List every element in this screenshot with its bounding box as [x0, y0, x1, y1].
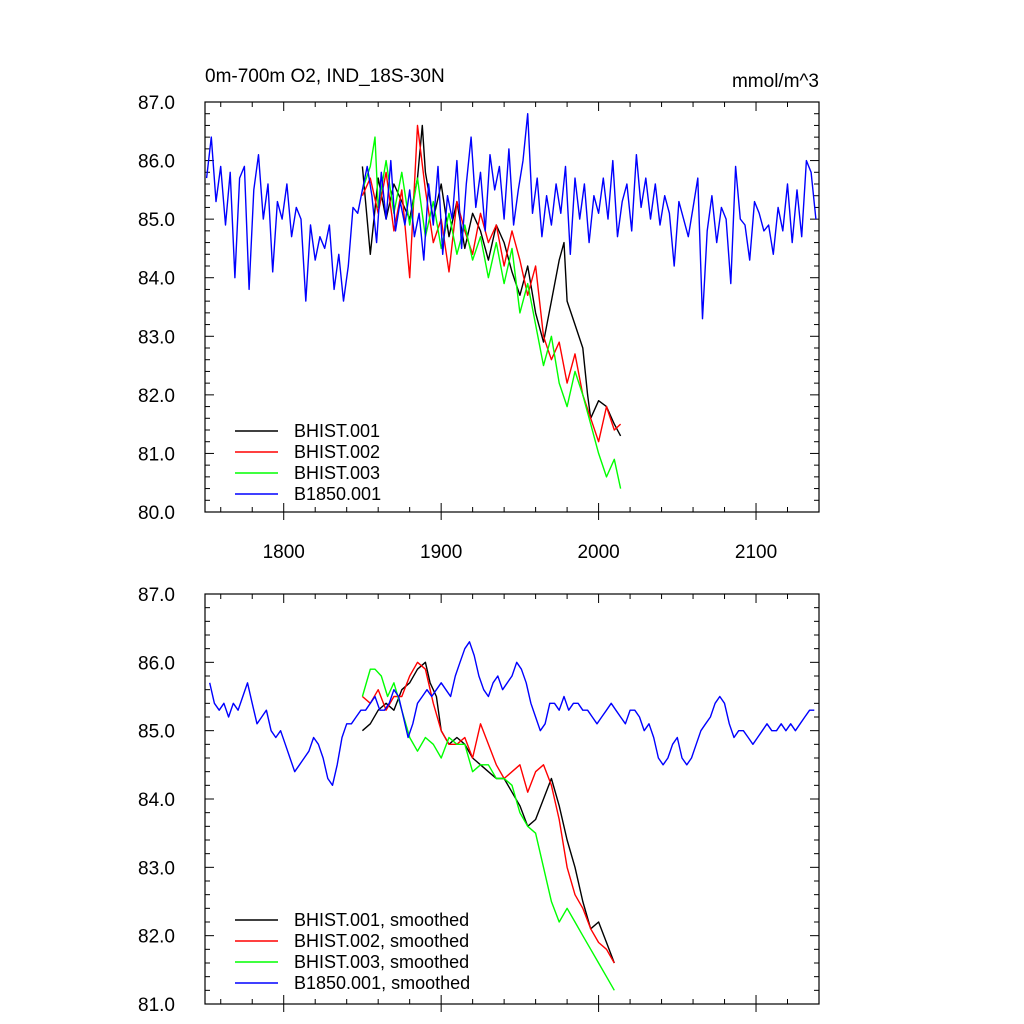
top-x-tick-label: 1800 [263, 542, 305, 563]
bottom-legend-label-1: BHIST.001, smoothed [294, 910, 469, 930]
bottom-legend-label-4: B1850.001, smoothed [294, 973, 470, 993]
bottom-legend-label-2: BHIST.002, smoothed [294, 931, 469, 951]
bottom-y-tick-label: 85.0 [138, 722, 175, 743]
top-x-tick-label: 2100 [735, 542, 777, 563]
bottom-y-tick-label: 84.0 [138, 790, 175, 811]
top-chart-title: 0m-700m O2, IND_18S-30N [205, 66, 445, 87]
top-x-tick-label: 2000 [577, 542, 619, 563]
top-series-line-4 [205, 112, 817, 320]
top-y-tick-label: 83.0 [138, 327, 175, 348]
top-y-tick-label: 86.0 [138, 152, 175, 173]
top-chart-units: mmol/m^3 [732, 71, 819, 92]
top-legend-label-2: BHIST.002 [294, 442, 380, 462]
bottom-y-tick-label: 81.0 [138, 995, 175, 1016]
top-y-tick-label: 82.0 [138, 386, 175, 407]
top-y-tick-label: 81.0 [138, 444, 175, 465]
bottom-legend-label-3: BHIST.003, smoothed [294, 952, 469, 972]
top-y-tick-label: 85.0 [138, 210, 175, 231]
bottom-y-tick-label: 83.0 [138, 858, 175, 879]
top-y-tick-label: 87.0 [138, 93, 175, 114]
bottom-y-tick-label: 87.0 [138, 585, 175, 606]
top-y-tick-label: 80.0 [138, 503, 175, 524]
top-legend-label-3: BHIST.003 [294, 463, 380, 483]
top-plot-frame [204, 101, 820, 513]
bottom-y-tick-label: 86.0 [138, 653, 175, 674]
bottom-series-line-4 [209, 641, 815, 786]
bottom-y-tick-label: 82.0 [138, 927, 175, 948]
top-series-line-2 [361, 124, 622, 443]
top-panel: 0m-700m O2, IND_18S-30N mmol/m^3 1800 190… [138, 66, 820, 563]
bottom-series-line-2 [361, 661, 615, 964]
top-series-line-3 [361, 136, 622, 489]
top-legend-label-4: B1850.001 [294, 484, 381, 504]
top-y-tick-label: 84.0 [138, 269, 175, 290]
top-legend-label-1: BHIST.001 [294, 421, 380, 441]
top-x-tick-label: 1900 [420, 542, 462, 563]
bottom-panel: 81.0 82.0 83.0 84.0 85.0 86.0 87.0 BHIST.001, s… [138, 585, 820, 1016]
